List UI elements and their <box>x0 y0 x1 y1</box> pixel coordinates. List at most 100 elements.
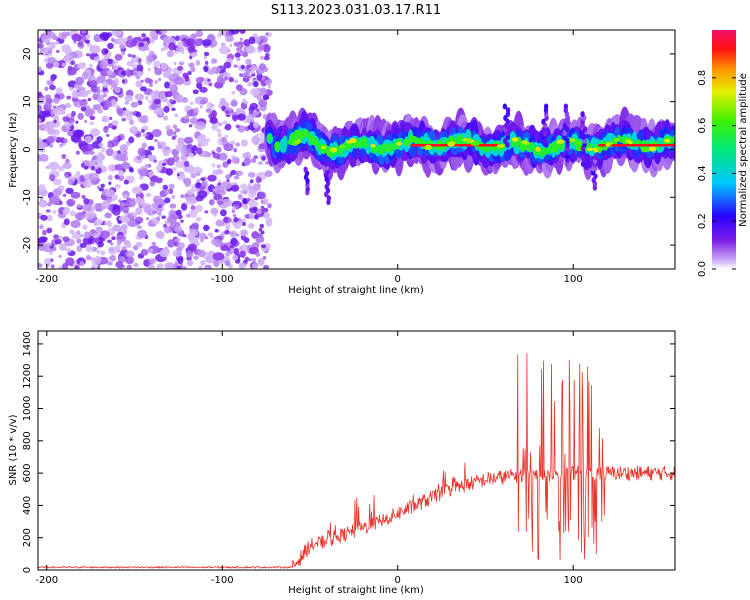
heatmap-noise-cell <box>99 61 108 69</box>
heatmap-noise-cell <box>114 174 120 180</box>
heatmap-noise-cell <box>137 229 148 239</box>
heatmap-noise-cell <box>121 117 127 122</box>
heatmap-noise-cell <box>224 229 230 235</box>
heatmap-peak <box>575 141 582 145</box>
heatmap-noise-cell <box>131 186 143 195</box>
heatmap-noise-cell <box>88 64 94 68</box>
heatmap-noise-cell <box>55 87 63 95</box>
heatmap-noise-cell <box>38 213 43 217</box>
heatmap-noise-cell <box>170 222 176 228</box>
heatmap-noise-cell <box>129 126 138 135</box>
heatmap-noise-cell <box>248 223 255 229</box>
heatmap-peak <box>496 144 505 148</box>
heatmap-noise-cell <box>106 133 110 137</box>
heatmap-peak <box>370 143 376 148</box>
heatmap-noise-cell <box>50 195 60 204</box>
heatmap-noise-cell <box>148 134 154 140</box>
heatmap-noise-cell <box>141 142 148 149</box>
heatmap-noise-cell <box>251 231 260 239</box>
heatmap-noise-cell <box>174 128 181 133</box>
heatmap-noise-cell <box>164 81 171 89</box>
heatmap-noise-cell <box>249 179 254 184</box>
heatmap-noise-cell <box>53 115 60 122</box>
heatmap-noise-cell <box>184 99 189 103</box>
heatmap-noise-cell <box>136 155 142 161</box>
heatmap-noise-cell <box>65 248 72 253</box>
heatmap-noise-cell <box>169 84 179 93</box>
heatmap-noise-cell <box>247 81 254 87</box>
heatmap-peak <box>556 139 565 145</box>
heatmap-noise-cell <box>127 53 133 58</box>
heatmap-noise-cell <box>137 70 143 77</box>
heatmap-noise-cell <box>163 45 169 51</box>
heatmap-noise-cell <box>76 230 81 235</box>
heatmap-noise-cell <box>89 115 96 121</box>
heatmap-noise-cell <box>59 243 67 251</box>
heatmap-noise-cell <box>162 71 172 79</box>
heatmap-noise-cell <box>190 205 196 211</box>
heatmap-noise-cell <box>171 107 176 112</box>
heatmap-noise-cell <box>113 136 119 140</box>
heatmap-noise-cell <box>84 108 94 118</box>
heatmap-noise-cell <box>162 184 169 190</box>
heatmap-noise-cell <box>42 34 47 40</box>
heatmap-noise-cell <box>131 197 135 203</box>
heatmap-noise-cell <box>184 179 192 188</box>
heatmap-noise-cell <box>193 107 200 114</box>
heatmap-noise-cell <box>237 193 243 200</box>
heatmap-noise-cell <box>139 205 143 209</box>
heatmap-noise-cell <box>259 223 265 229</box>
heatmap-noise-cell <box>39 47 49 55</box>
heatmap-noise-cell <box>38 110 47 120</box>
y-tick-label: 400 <box>22 496 33 515</box>
heatmap-noise-cell <box>62 208 69 216</box>
heatmap-signal-cell <box>502 103 508 110</box>
heatmap-noise-cell <box>89 247 94 252</box>
heatmap-noise-cell <box>44 86 49 92</box>
heatmap-noise-cell <box>149 180 155 187</box>
heatmap-noise-cell <box>191 222 200 230</box>
heatmap-noise-cell <box>251 258 256 263</box>
y-tick-label: 1200 <box>22 363 33 388</box>
x-tick-label: -200 <box>35 274 58 285</box>
heatmap-noise-cell <box>219 97 227 107</box>
heatmap-noise-cell <box>74 212 85 221</box>
heatmap-noise-cell <box>180 149 188 156</box>
heatmap-noise-cell <box>38 236 48 243</box>
heatmap-noise-cell <box>49 251 54 256</box>
heatmap-noise-cell <box>74 265 80 269</box>
heatmap-signal-cell <box>582 126 588 133</box>
heatmap-peak <box>535 146 541 152</box>
heatmap-noise-cell <box>220 181 232 190</box>
heatmap-noise-cell <box>95 86 101 90</box>
heatmap-x-ticks: -200 -100 0 100 <box>35 30 583 285</box>
heatmap-noise-cell <box>105 189 116 197</box>
heatmap-noise-cell <box>180 194 185 198</box>
heatmap-noise-cell <box>167 215 177 224</box>
heatmap-noise-cell <box>46 80 54 86</box>
heatmap-noise-cell <box>124 101 130 105</box>
heatmap-noise-cell <box>91 156 97 160</box>
heatmap-noise-cell <box>156 209 161 214</box>
heatmap-noise-cell <box>171 90 176 94</box>
heatmap-noise-cell <box>59 143 63 148</box>
heatmap-noise-cell <box>81 194 86 199</box>
heatmap-noise-cell <box>164 220 169 225</box>
heatmap-noise-cell <box>199 99 207 105</box>
heatmap-noise-cell <box>39 197 44 201</box>
heatmap-noise-cell <box>148 99 153 104</box>
heatmap-signal-cell <box>303 166 308 173</box>
heatmap-noise-cell <box>67 67 77 76</box>
heatmap-noise-cell <box>64 174 69 179</box>
heatmap-noise-cell <box>195 30 203 38</box>
heatmap-noise-cell <box>252 262 258 269</box>
heatmap-noise-cell <box>174 113 179 118</box>
heatmap-noise-cell <box>231 205 236 211</box>
heatmap-noise-cell <box>205 255 216 264</box>
heatmap-peak <box>605 142 611 147</box>
heatmap-noise-cell <box>164 262 175 269</box>
heatmap-signal-cell <box>579 130 585 137</box>
colorbar-ticks: 0.0 0.2 0.4 0.6 0.8 <box>697 70 736 277</box>
